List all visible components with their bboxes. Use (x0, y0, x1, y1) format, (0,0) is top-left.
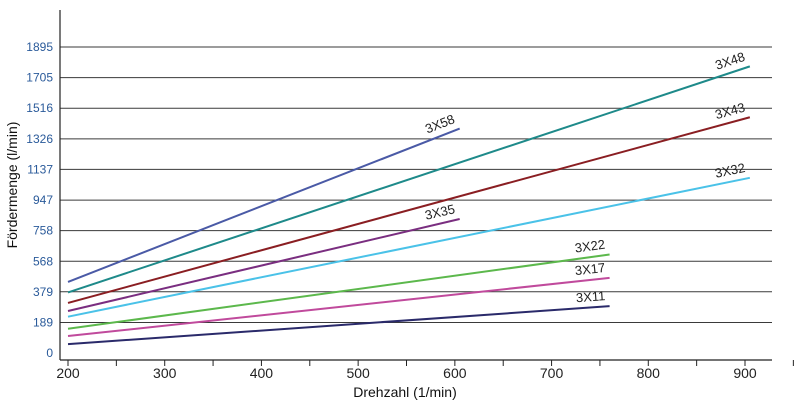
y-tick-label: 1137 (27, 162, 53, 176)
series-label-3x17: 3X17 (574, 260, 606, 278)
y-tick-labels: 0 189 379 568 758 947 1137 1326 1516 1705 1895 (26, 40, 53, 360)
y-tick-label: 1326 (26, 132, 53, 146)
y-tick-label: 568 (33, 254, 53, 268)
y-tick-label: 1516 (26, 101, 53, 115)
x-tick-label: 200 (56, 365, 80, 381)
series-line-3x32 (67, 176, 751, 318)
y-tick-label: 758 (33, 224, 53, 238)
x-tick-labels: 200 300 400 500 600 700 800 900 (56, 365, 757, 381)
x-tick-label: 600 (443, 365, 467, 381)
y-tick-label: 1705 (26, 71, 53, 85)
x-tick-label: 900 (733, 365, 757, 381)
series-label-3x35: 3X35 (423, 201, 456, 223)
series-line-3x22 (67, 253, 610, 330)
y-tick-label: 0 (46, 346, 53, 360)
series-line-3x35 (67, 218, 460, 312)
y-tick-label: 379 (33, 285, 53, 299)
y-tick-label: 189 (33, 315, 53, 329)
y-tick-label: 1895 (26, 40, 53, 54)
series-line-3x43 (67, 116, 751, 304)
gridlines (60, 46, 772, 323)
series-line-3x48 (67, 65, 751, 294)
series-line-3x17 (67, 276, 610, 338)
x-tick-label: 500 (346, 365, 370, 381)
x-tick-label: 800 (637, 365, 661, 381)
x-tick-marks (67, 360, 794, 366)
x-tick-label: 700 (540, 365, 564, 381)
x-axis-label: Drehzahl (1/min) (353, 384, 456, 400)
y-tick-label: 947 (33, 193, 53, 207)
series-label-3x11: 3X11 (575, 288, 605, 305)
series-label-3x32: 3X32 (714, 160, 747, 181)
x-tick-label: 400 (250, 365, 274, 381)
series-lines (67, 65, 751, 346)
series-line-3x11 (67, 305, 610, 346)
x-tick-label: 300 (153, 365, 177, 381)
y-axis-label: Fördermenge (l/min) (4, 122, 20, 249)
series-label-3x22: 3X22 (574, 237, 606, 256)
series-line-3x58 (67, 127, 461, 283)
